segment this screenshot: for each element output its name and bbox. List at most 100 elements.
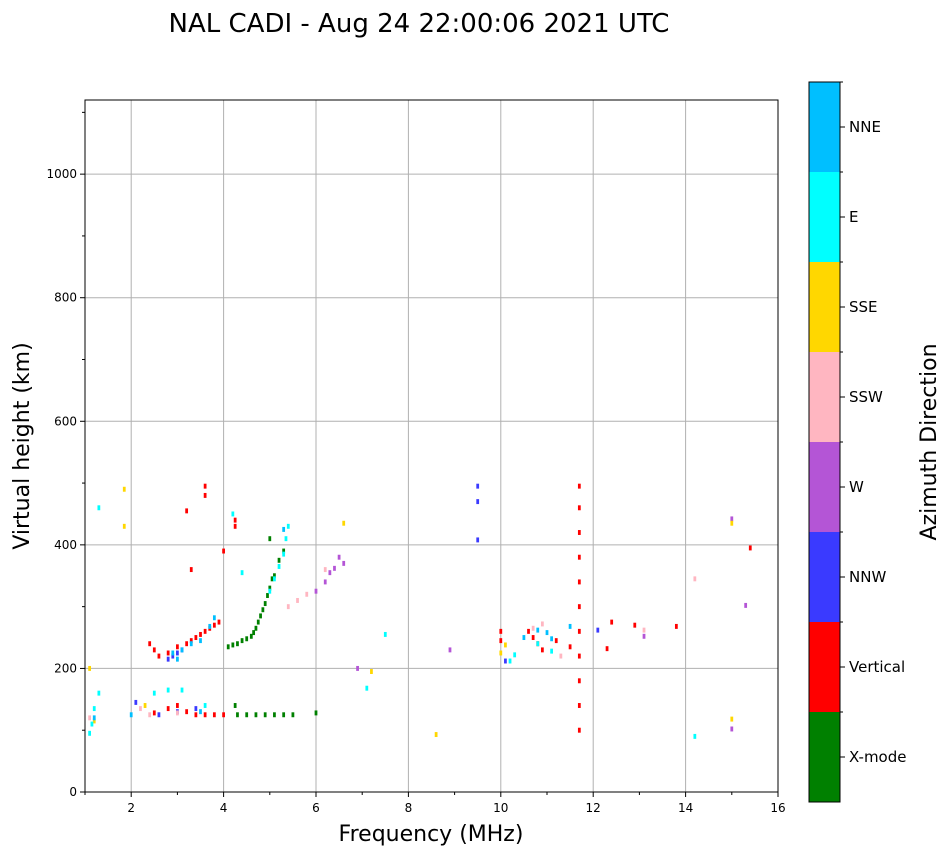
y-axis-ticks: 0 200 400 600 800 1000 <box>46 111 85 799</box>
point-vertical <box>531 635 535 641</box>
point-ssw <box>305 591 309 597</box>
point-sse <box>370 669 373 674</box>
point-e <box>268 588 272 594</box>
point-w <box>730 726 734 732</box>
point-vertical <box>577 554 581 560</box>
x-tick-label: 10 <box>493 801 508 815</box>
point-w <box>642 633 646 639</box>
point-w <box>314 588 318 594</box>
point-nnw <box>476 483 480 489</box>
point-x-mode <box>282 712 286 718</box>
point-vertical <box>233 517 237 523</box>
point-x-mode <box>236 712 239 718</box>
point-vertical <box>194 635 198 641</box>
colorbar-tick-label: SSE <box>849 298 878 316</box>
point-e <box>152 690 156 696</box>
point-vertical <box>148 641 152 647</box>
y-tick-label: 800 <box>54 291 77 305</box>
point-nnw <box>176 650 179 656</box>
y-tick-label: 400 <box>54 538 77 552</box>
point-ssw <box>296 597 299 603</box>
point-x-mode <box>259 613 262 619</box>
point-x-mode <box>240 638 244 644</box>
colorbar-label: Azimuth Direction <box>917 343 942 540</box>
point-sse <box>730 520 734 526</box>
point-nne <box>189 641 193 647</box>
point-x-mode <box>273 573 276 579</box>
point-x-mode <box>291 712 295 718</box>
point-x-mode <box>263 712 267 718</box>
chart-title: NAL CADI - Aug 24 22:00:06 2021 UTC <box>169 9 670 39</box>
point-ssw <box>559 653 563 659</box>
point-e <box>92 706 96 712</box>
point-x-mode <box>249 633 253 639</box>
point-e <box>97 690 101 696</box>
point-e <box>277 564 281 569</box>
point-ssw <box>286 604 290 610</box>
point-vertical <box>577 483 581 489</box>
point-nne <box>212 615 216 621</box>
point-x-mode <box>314 710 318 716</box>
point-vertical <box>577 530 581 535</box>
point-x-mode <box>236 641 239 647</box>
colorbar-swatch <box>809 352 840 442</box>
point-nnw <box>504 658 507 664</box>
point-nne <box>545 630 549 636</box>
colorbar-tick-label: E <box>849 208 858 226</box>
point-vertical <box>577 604 581 610</box>
point-e <box>180 687 184 693</box>
point-w <box>333 565 336 571</box>
point-ssw <box>540 621 544 627</box>
point-x-mode <box>282 548 286 554</box>
point-vertical <box>152 710 156 716</box>
y-tick-label: 1000 <box>46 167 77 181</box>
point-w <box>328 570 332 576</box>
point-w <box>730 516 734 522</box>
point-vertical <box>189 638 193 644</box>
point-e <box>282 551 286 557</box>
point-vertical <box>577 628 581 634</box>
point-vertical <box>166 706 170 712</box>
point-e <box>88 730 92 736</box>
point-vertical <box>212 622 216 628</box>
point-vertical <box>189 567 193 573</box>
point-e <box>284 536 288 542</box>
point-nnw <box>476 499 480 505</box>
point-sse <box>730 716 734 722</box>
colorbar-tick-label: SSW <box>849 388 883 406</box>
x-tick-label: 4 <box>220 801 228 815</box>
point-ssw <box>139 706 142 712</box>
point-x-mode <box>270 576 274 582</box>
point-e <box>203 703 207 708</box>
point-x-mode <box>231 642 235 648</box>
point-vertical <box>176 703 179 708</box>
point-vertical <box>203 492 207 498</box>
point-vertical <box>568 644 572 650</box>
colorbar: X-mode Vertical NNW W SSW SSE E NNE <box>808 81 906 803</box>
point-e <box>508 658 512 664</box>
point-vertical <box>176 644 179 650</box>
point-x-mode <box>233 703 237 708</box>
point-w <box>337 554 341 560</box>
point-x-mode <box>273 712 276 718</box>
point-x-mode <box>268 585 272 591</box>
point-sse <box>504 642 507 648</box>
point-vertical <box>605 646 609 652</box>
colorbar-tick-label: Vertical <box>849 658 905 676</box>
y-axis-label: Virtual height (km) <box>10 342 35 549</box>
x-axis-ticks: 2 4 6 8 10 12 14 16 <box>84 792 786 815</box>
point-x-mode <box>252 630 256 636</box>
point-x-mode <box>226 644 230 650</box>
point-e <box>365 685 369 691</box>
point-nne <box>522 635 526 641</box>
colorbar-swatch <box>809 442 840 532</box>
point-w <box>323 579 327 585</box>
point-ssw <box>531 625 535 631</box>
point-nne <box>568 623 572 629</box>
point-nnw <box>194 706 198 712</box>
point-ssw <box>88 715 92 721</box>
point-vertical <box>554 638 558 644</box>
point-e <box>513 652 517 658</box>
point-vertical <box>499 628 503 634</box>
x-tick-label: 2 <box>127 801 135 815</box>
